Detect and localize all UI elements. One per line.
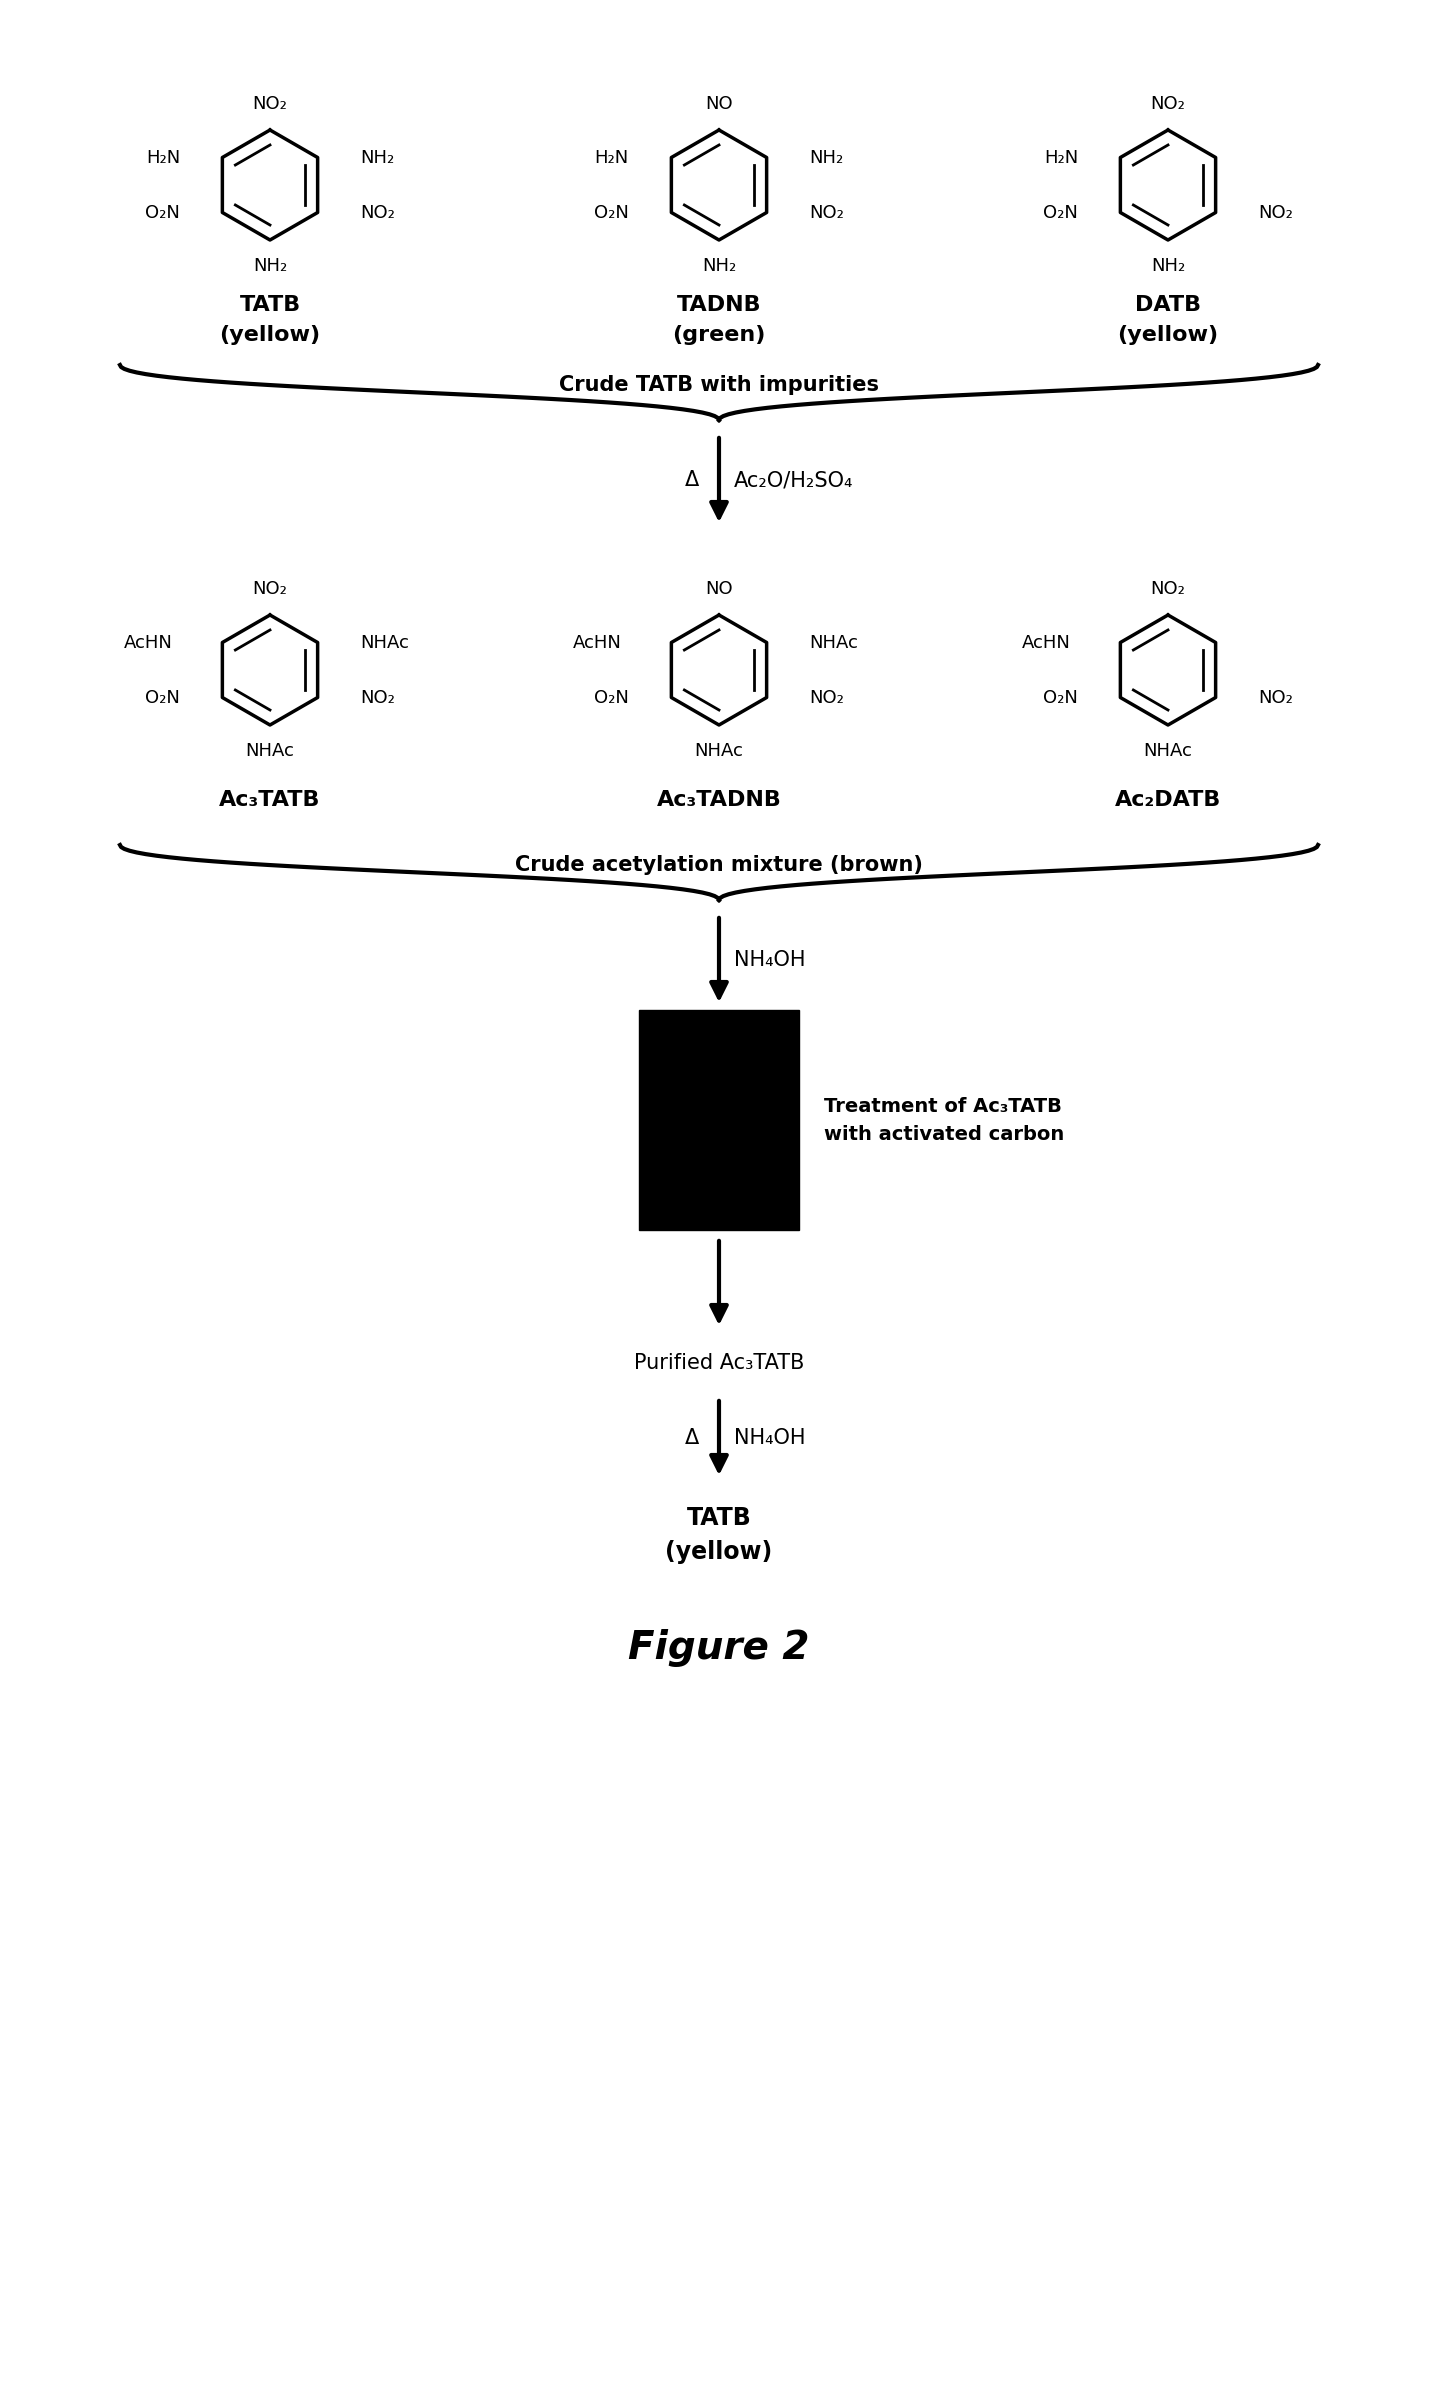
Text: H₂N: H₂N: [145, 149, 180, 166]
Bar: [638, 1010, 800, 1229]
Text: NO₂: NO₂: [360, 204, 395, 221]
Text: Crude TATB with impurities: Crude TATB with impurities: [559, 375, 879, 394]
Text: AcHN: AcHN: [124, 633, 173, 652]
Text: NO₂: NO₂: [360, 688, 395, 707]
Text: Ac₂O/H₂SO₄: Ac₂O/H₂SO₄: [733, 469, 853, 491]
Text: NHAc: NHAc: [810, 633, 858, 652]
Text: NO₂: NO₂: [1150, 96, 1185, 113]
Text: Ac₂DATB: Ac₂DATB: [1114, 789, 1221, 810]
Text: NH₂: NH₂: [702, 257, 736, 274]
Text: (yellow): (yellow): [220, 325, 321, 344]
Text: AcHN: AcHN: [1022, 633, 1071, 652]
Text: NO: NO: [705, 96, 733, 113]
Text: NO₂: NO₂: [1150, 580, 1185, 599]
Text: TATB: TATB: [686, 1506, 752, 1530]
Text: TATB: TATB: [239, 296, 301, 315]
Text: NO₂: NO₂: [253, 96, 288, 113]
Text: DATB: DATB: [1135, 296, 1201, 315]
Text: Treatment of Ac₃TATB
with activated carbon: Treatment of Ac₃TATB with activated carb…: [824, 1097, 1064, 1142]
Text: O₂N: O₂N: [594, 688, 628, 707]
Text: Ac₃TATB: Ac₃TATB: [219, 789, 321, 810]
Text: NHAc: NHAc: [360, 633, 408, 652]
Text: (green): (green): [673, 325, 765, 344]
Text: NH₂: NH₂: [253, 257, 288, 274]
Text: NHAc: NHAc: [246, 743, 295, 760]
Text: O₂N: O₂N: [594, 204, 628, 221]
Text: O₂N: O₂N: [1043, 204, 1078, 221]
Text: Δ: Δ: [684, 469, 699, 491]
Text: H₂N: H₂N: [595, 149, 628, 166]
Text: NH₄OH: NH₄OH: [733, 1429, 805, 1448]
Text: NHAc: NHAc: [1143, 743, 1192, 760]
Text: O₂N: O₂N: [145, 688, 180, 707]
Text: Purified Ac₃TATB: Purified Ac₃TATB: [634, 1354, 804, 1373]
Text: NO₂: NO₂: [1258, 204, 1293, 221]
Text: (yellow): (yellow): [666, 1539, 772, 1563]
Text: NO₂: NO₂: [1258, 688, 1293, 707]
Text: Figure 2: Figure 2: [628, 1628, 810, 1667]
Text: NO: NO: [705, 580, 733, 599]
Text: NH₂: NH₂: [1150, 257, 1185, 274]
Text: Ac₃TADNB: Ac₃TADNB: [657, 789, 781, 810]
Text: O₂N: O₂N: [1043, 688, 1078, 707]
Text: NHAc: NHAc: [695, 743, 743, 760]
Text: TADNB: TADNB: [677, 296, 761, 315]
Text: NH₂: NH₂: [810, 149, 843, 166]
Text: NH₄OH: NH₄OH: [733, 950, 805, 969]
Text: AcHN: AcHN: [574, 633, 623, 652]
Text: O₂N: O₂N: [145, 204, 180, 221]
Text: H₂N: H₂N: [1044, 149, 1078, 166]
Text: Crude acetylation mixture (brown): Crude acetylation mixture (brown): [515, 856, 923, 875]
Text: NO₂: NO₂: [253, 580, 288, 599]
Text: (yellow): (yellow): [1117, 325, 1218, 344]
Text: Δ: Δ: [684, 1429, 699, 1448]
Text: NO₂: NO₂: [810, 688, 844, 707]
Text: NH₂: NH₂: [360, 149, 394, 166]
Text: NO₂: NO₂: [810, 204, 844, 221]
